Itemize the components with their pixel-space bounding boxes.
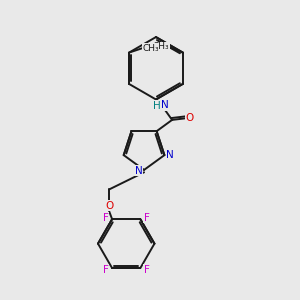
Text: F: F <box>144 265 150 275</box>
Text: H: H <box>153 101 160 111</box>
Text: N: N <box>135 166 142 176</box>
Text: N: N <box>167 150 174 160</box>
Text: O: O <box>186 113 194 123</box>
Text: O: O <box>105 201 113 211</box>
Text: CH₃: CH₃ <box>153 42 169 51</box>
Text: N: N <box>161 100 169 110</box>
Text: CH₃: CH₃ <box>142 44 159 53</box>
Text: F: F <box>144 213 150 223</box>
Text: F: F <box>103 213 109 223</box>
Text: F: F <box>103 265 109 275</box>
